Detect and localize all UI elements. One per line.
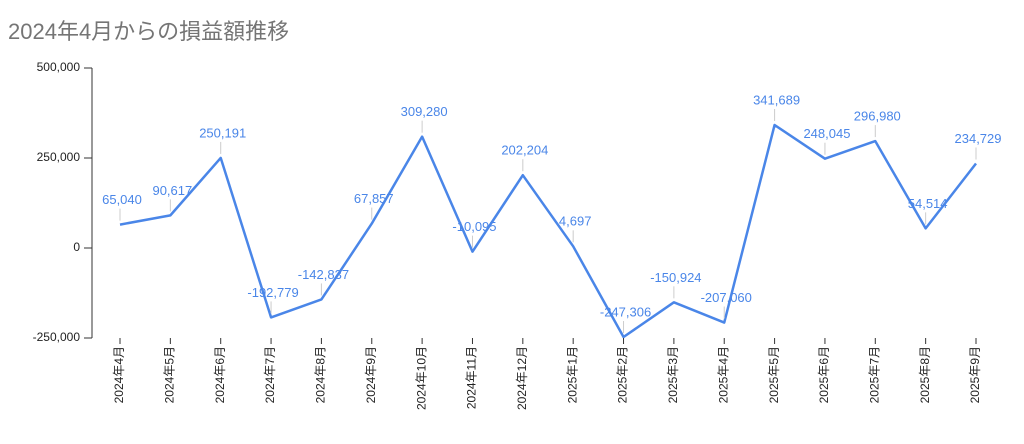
data-label: 309,280 (401, 104, 448, 119)
y-tick-label: 500,000 (37, 60, 81, 74)
x-tick-label: 2024年7月 (263, 346, 277, 403)
data-label: 4,697 (559, 214, 592, 229)
y-tick-label: 250,000 (37, 150, 81, 164)
data-label: -247,306 (600, 304, 651, 319)
x-tick-label: 2025年9月 (968, 346, 982, 403)
line (119, 123, 977, 339)
data-label: 90,617 (152, 183, 192, 198)
data-label: -10,095 (452, 219, 496, 234)
data-label: 65,040 (102, 192, 142, 207)
x-tick-label: 2024年5月 (163, 346, 177, 403)
x-tick-label: 2025年4月 (716, 346, 730, 403)
x-tick-label: 2025年7月 (867, 346, 881, 403)
x-tick-label: 2024年6月 (213, 346, 227, 403)
data-label: 296,980 (854, 109, 901, 124)
x-tick-label: 2025年3月 (666, 346, 680, 403)
x-tick-label: 2025年1月 (565, 346, 579, 403)
chart-title: 2024年4月からの損益額推移 (8, 19, 289, 44)
data-label: 234,729 (955, 131, 1002, 146)
data-label: 250,191 (199, 125, 246, 140)
x-tick-label: 2025年5月 (767, 346, 781, 403)
data-label: -142,837 (298, 267, 349, 282)
data-label: 248,045 (803, 126, 850, 141)
x-tick-label: 2024年8月 (314, 346, 328, 403)
data-label: -207,060 (701, 290, 752, 305)
data-label: 67,857 (354, 191, 394, 206)
x-tick-label: 2024年9月 (364, 346, 378, 403)
data-label: 202,204 (501, 143, 548, 158)
x-tick-label: 2024年4月 (112, 346, 126, 403)
data-label: -192,779 (247, 285, 298, 300)
x-tick-label: 2025年2月 (616, 346, 630, 403)
y-tick-label: -250,000 (33, 330, 81, 344)
data-label: 341,689 (753, 92, 800, 107)
x-tick-label: 2025年6月 (817, 346, 831, 403)
x-tick-label: 2024年11月 (465, 346, 479, 409)
y-tick-label: 0 (73, 240, 80, 254)
data-label: 54,514 (908, 196, 948, 211)
x-tick-label: 2024年12月 (515, 346, 529, 410)
x-tick-label: 2024年10月 (414, 346, 428, 410)
x-tick-label: 2025年8月 (918, 346, 932, 403)
data-label: -150,924 (650, 270, 701, 285)
